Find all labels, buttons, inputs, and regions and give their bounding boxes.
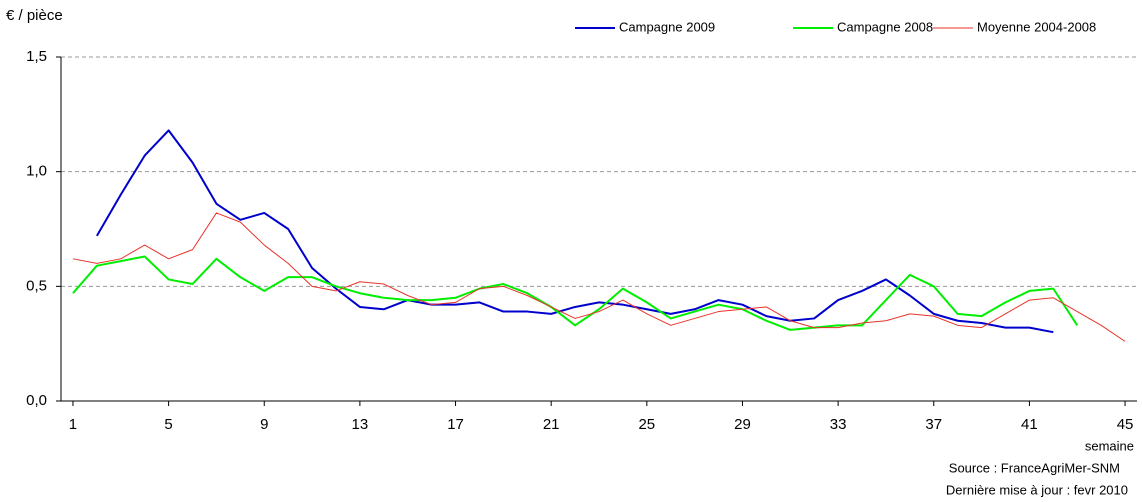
legend-label: Campagne 2009 [619, 19, 715, 34]
x-tick-label: 25 [638, 416, 655, 433]
update-note: Dernière mise à jour : fevr 2010 [946, 482, 1128, 497]
series-line [72, 255, 1079, 331]
x-tick-label: 33 [830, 416, 847, 433]
x-axis-label: semaine [1085, 438, 1134, 453]
x-tick-label: 1 [69, 416, 77, 433]
series-line [72, 212, 1126, 342]
x-tick-label: 37 [925, 416, 942, 433]
y-tick-label: 0,0 [26, 392, 47, 409]
x-tick-label: 45 [1117, 416, 1134, 433]
x-tick-label: 41 [1021, 416, 1038, 433]
legend-label: Moyenne 2004-2008 [977, 19, 1096, 34]
series-line [96, 129, 1054, 334]
x-tick-label: 29 [734, 416, 751, 433]
x-tick-label: 13 [352, 416, 369, 433]
source: Source : FranceAgriMer-SNM [949, 460, 1120, 475]
y-tick-label: 0,5 [26, 277, 47, 294]
x-tick-label: 21 [543, 416, 560, 433]
x-tick-label: 17 [447, 416, 464, 433]
x-tick-label: 9 [260, 416, 268, 433]
y-tick-label: 1,5 [26, 48, 47, 65]
y-axis-label: € / pièce [6, 7, 63, 24]
y-tick-label: 1,0 [26, 163, 47, 180]
x-tick-label: 5 [164, 416, 172, 433]
legend-label: Campagne 2008 [837, 19, 933, 34]
